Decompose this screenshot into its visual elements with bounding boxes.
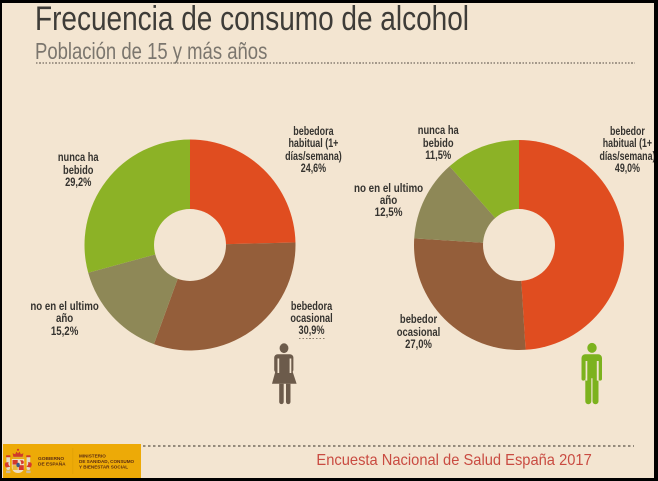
svg-text:Y BIENESTAR SOCIAL: Y BIENESTAR SOCIAL — [79, 465, 128, 470]
svg-text:DE SANIDAD, CONSUMO: DE SANIDAD, CONSUMO — [79, 459, 135, 464]
svg-text:DE ESPAÑA: DE ESPAÑA — [38, 461, 66, 468]
svg-text:MINISTERIO: MINISTERIO — [79, 454, 106, 459]
svg-text:GOBIERNO: GOBIERNO — [38, 456, 64, 462]
